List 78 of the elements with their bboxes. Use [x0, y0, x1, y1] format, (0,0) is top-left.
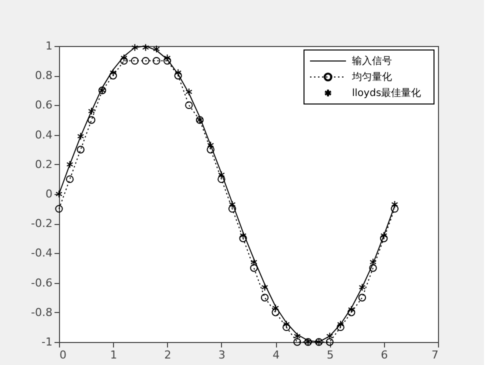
- x-tick-label: 2: [164, 348, 172, 362]
- point: [174, 68, 182, 76]
- point: [380, 232, 388, 240]
- y-tick-label: -0.2: [31, 217, 52, 230]
- legend-label: 输入信号: [352, 55, 392, 67]
- point: [56, 190, 62, 198]
- y-tick-label: -0.6: [31, 276, 52, 290]
- point: [369, 264, 377, 272]
- point: [250, 258, 258, 266]
- y-tick-label: 0: [46, 188, 52, 200]
- x-tick-label: 4: [272, 348, 280, 362]
- x-tick-label: 0: [60, 348, 66, 362]
- point: [228, 200, 236, 208]
- point: [55, 204, 63, 213]
- point: [130, 56, 139, 65]
- x-tick-label: 6: [380, 348, 388, 362]
- x-tick-label: 7: [432, 348, 438, 362]
- point: [164, 54, 171, 62]
- point: [282, 320, 290, 328]
- point: [326, 332, 334, 340]
- x-tick-label: 5: [326, 348, 334, 362]
- point: [174, 72, 182, 80]
- y-tick-label: 0.8: [35, 69, 52, 82]
- point: [391, 200, 398, 208]
- point: [370, 258, 376, 266]
- point: [336, 323, 344, 332]
- point: [228, 204, 236, 213]
- point: [185, 101, 193, 110]
- point: [77, 132, 84, 140]
- y-tick-label: -0.8: [31, 306, 52, 319]
- point: [88, 107, 95, 115]
- point: [142, 56, 150, 65]
- point: [326, 338, 334, 346]
- point: [282, 323, 290, 332]
- point: [186, 88, 192, 96]
- point: [390, 204, 399, 213]
- point: [240, 232, 247, 240]
- point: [348, 308, 356, 316]
- point: [120, 54, 128, 62]
- point: [153, 45, 160, 53]
- point: [250, 264, 258, 272]
- point: [88, 116, 96, 124]
- x-tick-label: 3: [218, 348, 226, 362]
- point: [76, 146, 85, 154]
- legend-label: 均匀量化: [351, 71, 392, 83]
- point: [152, 56, 160, 65]
- point: [66, 175, 74, 184]
- point: [294, 332, 301, 340]
- point: [239, 234, 247, 242]
- point: [142, 44, 150, 52]
- point: [120, 56, 128, 65]
- point: [218, 175, 226, 184]
- point: [261, 283, 268, 292]
- y-tick-label: 0.4: [35, 128, 52, 142]
- point: [110, 68, 117, 76]
- point: [207, 141, 214, 150]
- point: [337, 320, 344, 328]
- point: [260, 294, 269, 302]
- y-tick-label: 1: [46, 40, 52, 52]
- x-tick-label: 1: [110, 348, 118, 362]
- point: [163, 56, 172, 65]
- point: [380, 234, 388, 242]
- y-tick-label: 0.6: [35, 98, 52, 112]
- point: [109, 72, 117, 80]
- legend-label: lloyds最佳量化: [352, 87, 422, 99]
- point: [358, 283, 366, 292]
- point: [272, 308, 280, 316]
- point: [358, 294, 366, 302]
- y-tick-label: 0.2: [35, 158, 52, 171]
- point: [66, 160, 74, 168]
- y-tick-label: -0.4: [31, 246, 52, 260]
- y-tick-label: -1: [42, 336, 52, 348]
- point: [131, 44, 138, 52]
- point: [206, 146, 214, 154]
- point: [272, 304, 279, 312]
- point: [348, 306, 355, 314]
- point: [293, 338, 302, 346]
- point: [218, 170, 225, 179]
